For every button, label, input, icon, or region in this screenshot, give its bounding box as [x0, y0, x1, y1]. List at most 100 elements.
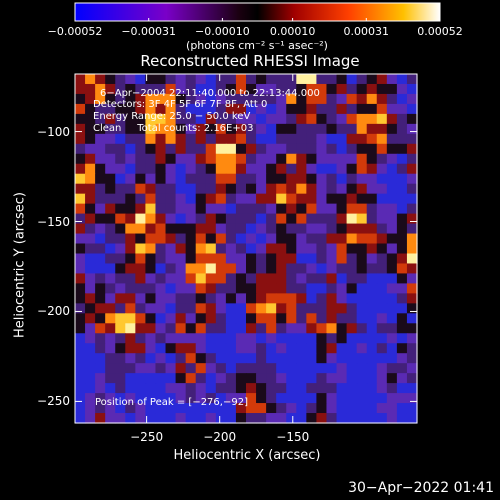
heatmap-cell [276, 193, 287, 205]
heatmap-cell [266, 193, 277, 205]
heatmap-cell [205, 393, 217, 404]
heatmap-cell [145, 253, 157, 265]
heatmap-cell [356, 173, 368, 185]
heatmap-cell [175, 183, 187, 195]
heatmap-cell [175, 333, 187, 344]
heatmap-cell [386, 213, 398, 225]
heatmap-cell [195, 383, 207, 394]
heatmap-cell [296, 293, 307, 304]
heatmap-cell [266, 203, 277, 215]
heatmap-cell [286, 193, 297, 205]
heatmap-cell [145, 163, 157, 175]
annotation-energy: Energy Range: 25.0 − 50.0 keV [93, 111, 251, 122]
heatmap-cell [75, 243, 86, 255]
heatmap-cell [326, 383, 338, 394]
heatmap-cell [296, 93, 307, 105]
heatmap-cell [346, 213, 358, 225]
heatmap-cell [316, 213, 328, 225]
heatmap-cell [276, 263, 287, 275]
heatmap-cell [225, 233, 237, 245]
heatmap-cell [95, 143, 106, 155]
heatmap-cell [75, 183, 86, 195]
heatmap-cell [155, 103, 167, 115]
heatmap-cell [205, 83, 217, 95]
heatmap-cell [125, 133, 136, 145]
heatmap-cell [316, 323, 328, 334]
heatmap-cell [105, 123, 116, 135]
heatmap-cell [225, 373, 237, 384]
heatmap-cell [235, 263, 247, 275]
heatmap-cell [215, 74, 227, 85]
heatmap-cell [235, 343, 247, 354]
heatmap-cell [85, 74, 96, 85]
heatmap-cell [316, 74, 328, 85]
heatmap-cell [85, 413, 96, 424]
heatmap-cell [306, 173, 318, 185]
heatmap-cell [286, 143, 297, 155]
heatmap-cell [346, 153, 358, 165]
heatmap-cell [376, 243, 388, 255]
heatmap-cell [125, 383, 136, 394]
heatmap-cell [115, 303, 126, 314]
heatmap-cell [225, 273, 237, 284]
heatmap-cell [256, 233, 267, 245]
heatmap-cell [175, 223, 187, 235]
heatmap-cell [115, 173, 126, 185]
heatmap-cell [105, 353, 116, 364]
heatmap-cell [316, 383, 328, 394]
heatmap-cell [356, 233, 368, 245]
heatmap-cell [75, 83, 86, 95]
heatmap-cell [246, 273, 257, 284]
heatmap-cell [396, 173, 408, 185]
heatmap-cell [105, 233, 116, 245]
heatmap-cell [346, 74, 358, 85]
heatmap-cell [366, 413, 378, 424]
heatmap-cell [225, 103, 237, 115]
heatmap-cell [85, 353, 96, 364]
heatmap-cell [396, 383, 408, 394]
heatmap-cell [215, 303, 227, 314]
heatmap-cell [346, 363, 358, 374]
heatmap-cell [396, 273, 408, 284]
heatmap-cell [406, 383, 418, 394]
heatmap-cell [396, 74, 408, 85]
heatmap-cell [165, 74, 177, 85]
heatmap-cell [396, 333, 408, 344]
heatmap-cell [115, 113, 126, 125]
heatmap-cell [75, 233, 86, 245]
heatmap-cell [125, 353, 136, 364]
heatmap-cell [225, 93, 237, 105]
heatmap-cell [235, 363, 247, 374]
heatmap-cell [155, 283, 167, 294]
heatmap-cell [336, 74, 348, 85]
heatmap-cell [376, 303, 388, 314]
heatmap-cell [336, 83, 348, 95]
heatmap-cell [246, 353, 257, 364]
heatmap-cell [246, 103, 257, 115]
heatmap-cell [105, 183, 116, 195]
heatmap-cell [356, 133, 368, 145]
heatmap-cell [346, 403, 358, 414]
heatmap-cell [336, 283, 348, 294]
heatmap-cell [246, 173, 257, 185]
heatmap-cell [346, 373, 358, 384]
heatmap-cell [366, 153, 378, 165]
heatmap-cell [286, 103, 297, 115]
heatmap-cell [85, 393, 96, 404]
heatmap-cell [195, 393, 207, 404]
heatmap-cell [215, 223, 227, 235]
heatmap-cell [95, 243, 106, 255]
heatmap-cell [406, 323, 418, 334]
heatmap-cell [155, 333, 167, 344]
heatmap-cell [225, 413, 237, 424]
heatmap-cell [115, 353, 126, 364]
heatmap-cell [296, 243, 307, 255]
heatmap-cell [195, 363, 207, 374]
heatmap-cell [195, 103, 207, 115]
heatmap-cell [376, 413, 388, 424]
heatmap-cell [85, 323, 96, 334]
heatmap-cell [356, 93, 368, 105]
heatmap-cell [135, 74, 147, 85]
heatmap-cell [125, 93, 136, 105]
heatmap-cell [276, 253, 287, 265]
